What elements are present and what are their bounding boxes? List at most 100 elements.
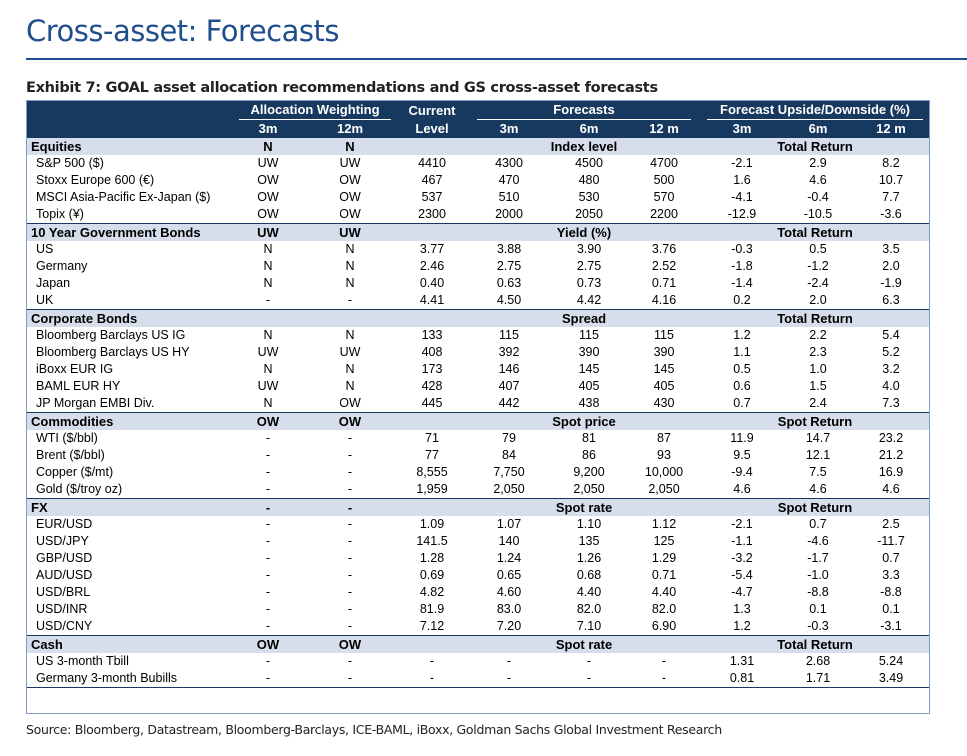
cell-f6: 1.10	[576, 517, 602, 531]
cell-u6: 4.6	[809, 173, 827, 187]
section-alloc-12m: UW	[303, 223, 397, 241]
cell-a12: -	[347, 517, 353, 531]
cell-a12: -	[347, 482, 353, 496]
cell-f12: 3.76	[651, 242, 677, 256]
cell-a12: OW	[339, 396, 361, 410]
cell-f6: 0.68	[576, 568, 602, 582]
cell-a12: -	[347, 534, 353, 548]
cell-a12: OW	[339, 173, 361, 187]
section-forecast-label: Index level	[467, 138, 701, 155]
cell-f3: -	[467, 670, 551, 688]
section-header-row: Commodities OW OW Spot price Spot Return	[27, 412, 929, 430]
cell-level: 81.9	[419, 602, 445, 616]
cell-f6: 0.73	[576, 276, 602, 290]
header-alloc-3m: 3m	[233, 120, 303, 138]
section-forecast-label: Spot rate	[467, 635, 701, 653]
cell-f3: 4.50	[496, 293, 522, 307]
cell-f12: 4.40	[651, 585, 677, 599]
cell-u3: 1.2	[733, 619, 751, 633]
section-header-row: Cash OW OW Spot rate Total Return	[27, 635, 929, 653]
source-note: Source: Bloomberg, Datastream, Bloomberg…	[26, 722, 722, 737]
cell-u12: 0.7	[882, 551, 900, 565]
cell-a12: -	[303, 670, 397, 688]
section-blank	[397, 498, 467, 516]
row-label: Stoxx Europe 600 (€)	[36, 173, 155, 187]
table-row: Copper ($/mt) - - 8,555 7,750 9,200 10,000 -9.4…	[27, 464, 929, 481]
cell-f12: 115	[654, 328, 674, 342]
table-row: AUD/USD - - 0.69 0.65 0.68 0.71 -5.4 -1.0 3.3	[27, 567, 929, 584]
row-label: GBP/USD	[36, 551, 93, 565]
cell-u6: 14.7	[805, 431, 831, 445]
cell-u12: 3.3	[882, 568, 900, 582]
cell-f12: 2200	[650, 207, 678, 221]
cell-a3: -	[265, 517, 271, 531]
table-row: Stoxx Europe 600 (€) OW OW 467 470 480 500 1.6 4…	[27, 172, 929, 189]
cell-u12: 21.2	[878, 448, 904, 462]
cell-u3: -2.1	[731, 156, 753, 170]
cell-u3: -1.1	[731, 534, 753, 548]
section-header-row: FX - - Spot rate Spot Return	[27, 498, 929, 516]
cell-u6: -0.4	[807, 190, 829, 204]
cell-f6: 82.0	[576, 602, 602, 616]
cell-a12: N	[345, 379, 355, 393]
cell-u3: -4.7	[731, 585, 753, 599]
cell-a12: -	[347, 568, 353, 582]
table-row: USD/JPY - - 141.5 140 135 125 -1.1 -4.6 -11.7	[27, 533, 929, 550]
cell-u6: -8.8	[807, 585, 829, 599]
cell-u12: 3.49	[853, 670, 929, 688]
cell-a3: -	[265, 585, 271, 599]
table-row: Topix (¥) OW OW 2300 2000 2050 2200 -12.9 -10.5 -…	[27, 206, 929, 224]
cell-u12: 5.24	[878, 654, 904, 668]
cell-u3: 0.2	[733, 293, 751, 307]
cell-u6: -1.2	[807, 259, 829, 273]
cell-f12: 93	[657, 448, 671, 462]
row-label: UK	[36, 293, 54, 307]
cell-a3: N	[263, 259, 273, 273]
cell-u3: 1.6	[733, 173, 751, 187]
header-row-1: Allocation Weighting Current Forecasts F…	[27, 101, 929, 120]
cell-f3: 510	[498, 190, 520, 204]
cell-f3: 115	[499, 328, 519, 342]
cell-f6: 4.42	[576, 293, 602, 307]
cell-a3: -	[265, 431, 271, 445]
cell-f3: 7.20	[496, 619, 522, 633]
cell-u12: 3.5	[882, 242, 900, 256]
cell-f6: 2.75	[576, 259, 602, 273]
cell-f12: 430	[653, 396, 675, 410]
table-row: Germany 3-month Bubills - - - - - -0.81 1.71 3.4…	[27, 670, 929, 688]
header-row-2: 3m 12m Level 3m 6m 12 m 3m 6m 12 m	[27, 120, 929, 138]
cell-f6: 81	[582, 431, 596, 445]
section-alloc-3m: OW	[233, 635, 303, 653]
table-row: UK - - 4.41 4.50 4.42 4.16 0.2 2.0 6.3	[27, 292, 929, 310]
row-label: Bloomberg Barclays US HY	[36, 345, 190, 359]
cell-u12: 6.3	[882, 293, 900, 307]
cell-level: 3.77	[419, 242, 445, 256]
section-alloc-3m: UW	[233, 223, 303, 241]
cell-u6: -0.3	[807, 619, 829, 633]
cell-a12: UW	[339, 345, 361, 359]
cell-u6: 0.1	[809, 602, 827, 616]
cell-u3: 1.3	[733, 602, 751, 616]
cell-u6: 0.7	[809, 517, 827, 531]
section-blank	[397, 223, 467, 241]
cell-f3: 4.60	[496, 585, 522, 599]
table-row: Gold ($/troy oz) - - 1,959 2,050 2,050 2,050 4.…	[27, 481, 929, 499]
cell-f6: 530	[578, 190, 600, 204]
section-return-label: Spot Return	[701, 412, 929, 430]
cell-u3: 9.5	[733, 448, 751, 462]
cell-u12: -3.6	[880, 207, 902, 221]
cell-u3: 0.6	[733, 379, 751, 393]
title-rule	[26, 58, 967, 60]
row-label: Topix (¥)	[36, 207, 84, 221]
cell-u3: -4.1	[731, 190, 753, 204]
row-label: US 3-month Tbill	[36, 654, 129, 668]
cell-u3: 0.7	[733, 396, 751, 410]
cell-level: 408	[421, 345, 443, 359]
cell-a3: -	[265, 654, 271, 668]
table-row: iBoxx EUR IG N N 173 146 145 145 0.5 1.0 3.2	[27, 361, 929, 378]
cell-f12: 10,000	[644, 465, 684, 479]
cell-level: -	[429, 654, 435, 668]
header-forecast-12m: 12 m	[627, 120, 701, 138]
cell-f12: 0.71	[651, 276, 677, 290]
cell-level: 4410	[418, 156, 446, 170]
